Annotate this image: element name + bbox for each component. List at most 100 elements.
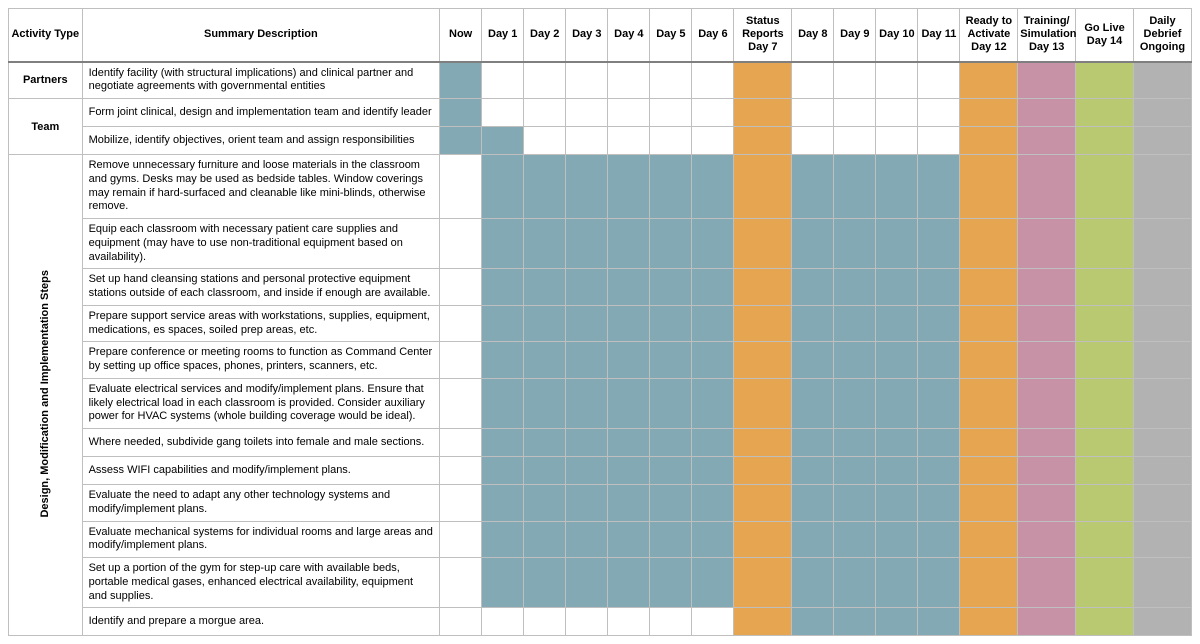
gantt-cell xyxy=(834,127,876,155)
gantt-cell xyxy=(692,485,734,522)
gantt-cell xyxy=(566,378,608,428)
gantt-cell xyxy=(1076,521,1134,558)
gantt-bar xyxy=(692,269,733,305)
table-row: Equip each classroom with necessary pati… xyxy=(9,219,1192,269)
gantt-bar xyxy=(524,522,565,558)
gantt-bar xyxy=(834,429,875,456)
gantt-cell xyxy=(876,62,918,99)
gantt-cell xyxy=(608,429,650,457)
gantt-cell xyxy=(524,305,566,342)
gantt-bar xyxy=(608,306,649,342)
gantt-cell xyxy=(440,457,482,485)
gantt-cell xyxy=(1076,457,1134,485)
gantt-bar xyxy=(524,155,565,218)
gantt-bar xyxy=(440,127,481,154)
header-status-reports: Status Reports Day 7 xyxy=(734,9,792,62)
gantt-cell xyxy=(482,99,524,127)
gantt-cell xyxy=(692,127,734,155)
gantt-bar xyxy=(1134,155,1191,218)
gantt-cell xyxy=(482,342,524,379)
gantt-cell xyxy=(792,485,834,522)
gantt-cell xyxy=(482,378,524,428)
gantt-cell xyxy=(440,99,482,127)
table-row: Prepare support service areas with works… xyxy=(9,305,1192,342)
gantt-bar xyxy=(1076,155,1133,218)
gantt-cell xyxy=(482,219,524,269)
gantt-bar xyxy=(482,127,523,154)
gantt-bar xyxy=(1076,558,1133,607)
gantt-cell xyxy=(692,62,734,99)
gantt-cell xyxy=(566,99,608,127)
gantt-bar xyxy=(524,269,565,305)
gantt-cell xyxy=(918,155,960,219)
gantt-bar xyxy=(1134,342,1191,378)
table-row: Where needed, subdivide gang toilets int… xyxy=(9,429,1192,457)
gantt-cell xyxy=(608,558,650,608)
gantt-cell xyxy=(960,457,1018,485)
description-cell: Form joint clinical, design and implemen… xyxy=(82,99,440,127)
gantt-cell xyxy=(440,127,482,155)
gantt-cell xyxy=(608,608,650,636)
gantt-cell xyxy=(734,127,792,155)
gantt-bar xyxy=(960,306,1017,342)
gantt-bar xyxy=(1134,522,1191,558)
gantt-bar xyxy=(834,457,875,484)
gantt-cell xyxy=(876,219,918,269)
description-cell: Identify and prepare a morgue area. xyxy=(82,608,440,636)
header-day6: Day 6 xyxy=(692,9,734,62)
gantt-cell xyxy=(792,269,834,306)
gantt-bar xyxy=(792,219,833,268)
gantt-bar xyxy=(524,558,565,607)
gantt-cell xyxy=(1076,155,1134,219)
gantt-bar xyxy=(524,457,565,484)
table-row: Evaluate the need to adapt any other tec… xyxy=(9,485,1192,522)
gantt-cell xyxy=(608,269,650,306)
gantt-bar xyxy=(1018,379,1075,428)
gantt-table: Activity Type Summary Description Now Da… xyxy=(8,8,1192,636)
gantt-bar xyxy=(734,306,791,342)
gantt-bar xyxy=(960,269,1017,305)
gantt-cell xyxy=(440,62,482,99)
description-cell: Identify facility (with structural impli… xyxy=(82,62,440,99)
gantt-bar xyxy=(734,457,791,484)
gantt-body: PartnersIdentify facility (with structur… xyxy=(9,62,1192,636)
gantt-bar xyxy=(734,127,791,154)
gantt-bar xyxy=(1134,379,1191,428)
gantt-cell xyxy=(834,99,876,127)
gantt-cell xyxy=(834,269,876,306)
gantt-cell xyxy=(918,342,960,379)
gantt-cell xyxy=(792,305,834,342)
gantt-bar xyxy=(834,485,875,521)
gantt-bar xyxy=(876,306,917,342)
gantt-bar xyxy=(1076,429,1133,456)
gantt-cell xyxy=(734,219,792,269)
gantt-cell xyxy=(440,269,482,306)
gantt-cell xyxy=(650,521,692,558)
gantt-cell xyxy=(1076,558,1134,608)
gantt-cell xyxy=(918,429,960,457)
gantt-cell xyxy=(918,62,960,99)
gantt-cell xyxy=(1133,485,1191,522)
gantt-cell xyxy=(876,378,918,428)
description-cell: Set up hand cleansing stations and perso… xyxy=(82,269,440,306)
gantt-bar xyxy=(608,219,649,268)
gantt-cell xyxy=(834,155,876,219)
gantt-bar xyxy=(1018,558,1075,607)
gantt-cell xyxy=(792,62,834,99)
description-cell: Where needed, subdivide gang toilets int… xyxy=(82,429,440,457)
gantt-cell xyxy=(440,558,482,608)
gantt-bar xyxy=(876,608,917,635)
gantt-bar xyxy=(834,558,875,607)
gantt-cell xyxy=(734,62,792,99)
gantt-cell xyxy=(524,269,566,306)
gantt-bar xyxy=(960,558,1017,607)
gantt-bar xyxy=(692,155,733,218)
gantt-cell xyxy=(876,305,918,342)
gantt-bar xyxy=(734,608,791,635)
gantt-bar xyxy=(608,155,649,218)
gantt-bar xyxy=(1018,219,1075,268)
description-cell: Set up a portion of the gym for step-up … xyxy=(82,558,440,608)
gantt-bar xyxy=(482,219,523,268)
gantt-cell xyxy=(1018,155,1076,219)
gantt-cell xyxy=(1133,155,1191,219)
